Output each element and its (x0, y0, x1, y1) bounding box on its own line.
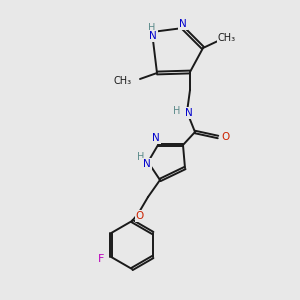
Text: CH₃: CH₃ (114, 76, 132, 86)
Text: F: F (98, 254, 104, 264)
Text: O: O (136, 211, 144, 221)
Text: CH₃: CH₃ (218, 33, 236, 43)
Text: H: H (137, 152, 145, 162)
Text: N: N (152, 133, 160, 143)
Text: H: H (148, 23, 156, 33)
Text: N: N (185, 108, 193, 118)
Text: N: N (143, 159, 151, 169)
Text: N: N (149, 31, 157, 41)
Text: N: N (179, 19, 187, 29)
Text: H: H (173, 106, 181, 116)
Text: O: O (221, 132, 229, 142)
